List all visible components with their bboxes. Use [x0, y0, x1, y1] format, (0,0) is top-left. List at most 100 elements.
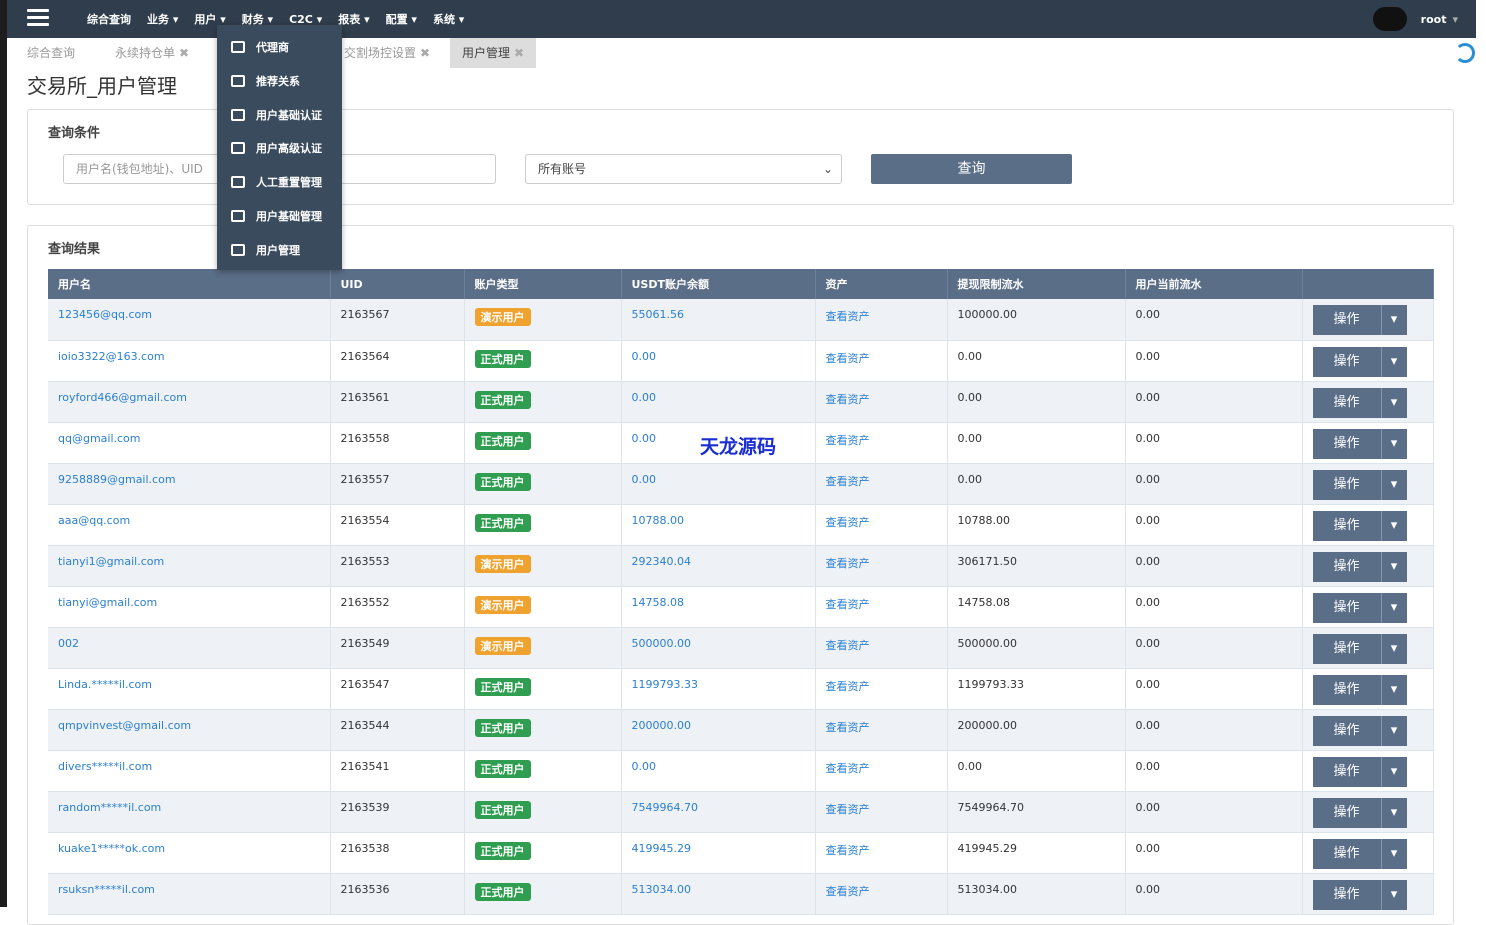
nav-item[interactable]: 财务 ▾ — [241, 13, 274, 26]
action-label[interactable]: 操作 — [1312, 387, 1381, 418]
tab-close[interactable]: ✖ — [420, 46, 431, 60]
action-caret[interactable]: ▾ — [1380, 715, 1407, 746]
chat-icon[interactable] — [1372, 7, 1407, 31]
action-button[interactable]: 操作 ▾ — [1312, 674, 1407, 705]
username-link[interactable]: ioio3322@163.com — [58, 349, 165, 363]
query-button[interactable]: 查询 — [871, 154, 1072, 184]
dropdown-item[interactable]: 推荐关系 — [231, 71, 300, 91]
action-label[interactable]: 操作 — [1312, 838, 1381, 869]
asset-link[interactable]: 查看资产 — [825, 761, 870, 775]
action-button[interactable]: 操作 ▾ — [1312, 797, 1407, 828]
action-button[interactable]: 操作 ▾ — [1312, 633, 1407, 664]
dropdown-item[interactable]: 用户基础认证 — [231, 105, 322, 125]
asset-link[interactable]: 查看资产 — [825, 392, 870, 406]
action-caret[interactable]: ▾ — [1380, 797, 1407, 828]
action-button[interactable]: 操作 ▾ — [1312, 756, 1407, 787]
username-link[interactable]: kuake1*****ok.com — [58, 841, 166, 855]
action-caret[interactable]: ▾ — [1380, 428, 1407, 459]
dropdown-item[interactable]: 人工重置管理 — [231, 172, 322, 192]
username-link[interactable]: tianyi@gmail.com — [58, 595, 158, 609]
username-link[interactable]: tianyi1@gmail.com — [58, 554, 165, 568]
action-button[interactable]: 操作 ▾ — [1312, 879, 1407, 910]
action-button[interactable]: 操作 ▾ — [1312, 592, 1407, 623]
asset-link[interactable]: 查看资产 — [825, 515, 870, 529]
nav-item[interactable]: 报表 ▾ — [338, 13, 370, 26]
nav-item[interactable]: 用户 ▾ — [194, 13, 226, 26]
nav-item[interactable]: 业务 ▾ — [147, 13, 179, 26]
action-button[interactable]: 操作 ▾ — [1312, 305, 1407, 335]
action-button[interactable]: 操作 ▾ — [1312, 838, 1407, 869]
menu-toggle[interactable] — [27, 9, 49, 27]
action-caret[interactable]: ▾ — [1380, 674, 1407, 705]
action-label[interactable]: 操作 — [1312, 756, 1381, 787]
nav-item[interactable]: 系统 ▾ — [432, 13, 465, 26]
action-button[interactable]: 操作 ▾ — [1312, 510, 1407, 541]
asset-link[interactable]: 查看资产 — [825, 884, 870, 898]
username-link[interactable]: divers*****il.com — [58, 759, 153, 773]
action-caret[interactable]: ▾ — [1380, 551, 1407, 582]
asset-link[interactable]: 查看资产 — [825, 843, 870, 857]
asset-link[interactable]: 查看资产 — [825, 351, 870, 365]
asset-link[interactable]: 查看资产 — [825, 310, 870, 323]
action-label[interactable]: 操作 — [1312, 551, 1381, 582]
asset-link[interactable]: 查看资产 — [825, 679, 870, 693]
asset-link[interactable]: 查看资产 — [825, 433, 870, 447]
action-button[interactable]: 操作 ▾ — [1312, 469, 1407, 500]
asset-link[interactable]: 查看资产 — [825, 638, 870, 652]
username-link[interactable]: qq@gmail.com — [58, 431, 141, 445]
action-caret[interactable]: ▾ — [1380, 510, 1407, 541]
action-label[interactable]: 操作 — [1312, 346, 1381, 377]
tab-close[interactable]: ✖ — [179, 46, 190, 60]
refresh-button[interactable] — [1455, 43, 1475, 63]
asset-link[interactable]: 查看资产 — [825, 474, 870, 488]
username-link[interactable]: royford466@gmail.com — [58, 390, 187, 404]
nav-item[interactable]: 综合查询 — [87, 13, 131, 26]
username-link[interactable]: Linda.*****il.com — [58, 677, 152, 691]
action-button[interactable]: 操作 ▾ — [1312, 387, 1407, 418]
account-select[interactable]: 所有账号 ⌄ — [525, 154, 842, 184]
tab[interactable]: 交割场控设置 ✖ — [332, 38, 442, 68]
asset-link[interactable]: 查看资产 — [825, 720, 870, 734]
tab[interactable]: 永续持仓单 ✖ — [103, 38, 201, 68]
action-label[interactable]: 操作 — [1312, 305, 1381, 335]
username-link[interactable]: 9258889@gmail.com — [58, 472, 176, 486]
username-link[interactable]: random*****il.com — [58, 800, 162, 814]
dropdown-item[interactable]: 用户管理 — [231, 240, 300, 260]
asset-link[interactable]: 查看资产 — [825, 556, 870, 570]
action-label[interactable]: 操作 — [1312, 633, 1381, 664]
tab[interactable]: 综合查询 — [15, 38, 87, 68]
action-label[interactable]: 操作 — [1312, 428, 1381, 459]
action-caret[interactable]: ▾ — [1380, 838, 1407, 869]
username-link[interactable]: qmpvinvest@gmail.com — [58, 718, 192, 732]
action-label[interactable]: 操作 — [1312, 715, 1381, 746]
action-caret[interactable]: ▾ — [1380, 305, 1407, 335]
dropdown-item[interactable]: 用户基础管理 — [231, 206, 322, 226]
action-caret[interactable]: ▾ — [1380, 387, 1407, 418]
action-caret[interactable]: ▾ — [1380, 592, 1407, 623]
username-link[interactable]: rsuksn*****il.com — [58, 882, 155, 896]
action-label[interactable]: 操作 — [1312, 797, 1381, 828]
asset-link[interactable]: 查看资产 — [825, 802, 870, 816]
nav-item[interactable]: C2C ▾ — [289, 12, 323, 26]
action-caret[interactable]: ▾ — [1380, 469, 1407, 500]
action-caret[interactable]: ▾ — [1380, 346, 1407, 377]
dropdown-item[interactable]: 用户高级认证 — [231, 138, 322, 158]
action-button[interactable]: 操作 ▾ — [1312, 428, 1407, 459]
user-menu[interactable]: root ▾ — [1372, 7, 1458, 31]
username-link[interactable]: aaa@qq.com — [58, 513, 131, 527]
action-button[interactable]: 操作 ▾ — [1312, 346, 1407, 377]
username-link[interactable]: 123456@qq.com — [58, 308, 152, 321]
action-label[interactable]: 操作 — [1312, 674, 1381, 705]
action-label[interactable]: 操作 — [1312, 879, 1381, 910]
action-caret[interactable]: ▾ — [1380, 756, 1407, 787]
tab-close[interactable]: ✖ — [514, 46, 525, 60]
action-caret[interactable]: ▾ — [1380, 633, 1407, 664]
action-label[interactable]: 操作 — [1312, 510, 1381, 541]
dropdown-item[interactable]: 代理商 — [231, 37, 289, 57]
tab[interactable]: 用户管理 ✖ — [450, 38, 537, 68]
action-caret[interactable]: ▾ — [1380, 879, 1407, 910]
action-label[interactable]: 操作 — [1312, 469, 1381, 500]
action-label[interactable]: 操作 — [1312, 592, 1381, 623]
action-button[interactable]: 操作 ▾ — [1312, 551, 1407, 582]
username-link[interactable]: 002 — [58, 636, 79, 650]
